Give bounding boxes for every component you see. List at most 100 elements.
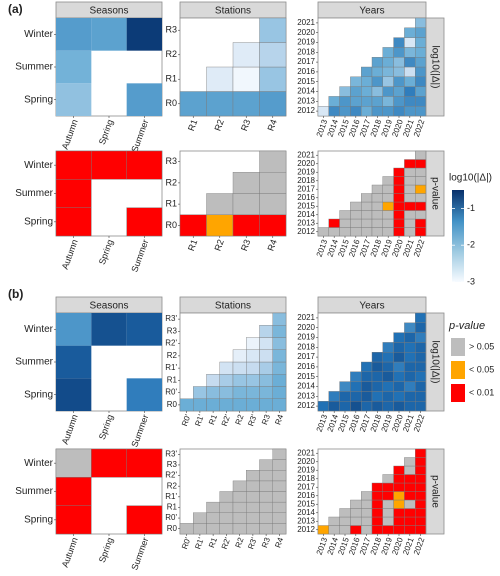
a-years-log-cell [415, 66, 427, 78]
b-years-p-cell [393, 482, 405, 492]
b-stations-p-ytick-label: R0' [165, 513, 177, 522]
a-years-log-cell [382, 86, 394, 97]
b-years-p-cell [404, 499, 416, 509]
a-seasons-log-xtick-label: Spring [97, 118, 115, 146]
b-years-p-cell [371, 482, 384, 492]
a-years-log-cell [415, 86, 427, 97]
b-stations-p-ytick-label: R2' [165, 471, 177, 480]
b-years-p-cell [339, 508, 351, 518]
a-years-log-cell [371, 76, 384, 87]
b-stations-log-cell [193, 386, 207, 399]
a-years-log-cell [393, 76, 405, 87]
a-years-p-cell [361, 210, 373, 220]
a-years-log-ytick-label: 2012 [297, 106, 315, 115]
a-years-log-ytick-label: 2018 [297, 47, 315, 56]
a-seasons-p-cell [126, 150, 163, 180]
a-years-p-cell [404, 210, 416, 220]
b-years-log-ytick-label: 2013 [297, 391, 315, 400]
b-stations-p-cell [272, 501, 287, 513]
b-years-p-cell [361, 499, 373, 509]
a-years-p-ytick-label: 2019 [297, 167, 315, 176]
legend-a-tick-label: -3 [467, 276, 475, 286]
b-years-p-cell [404, 508, 416, 518]
b-years-log-cell [350, 371, 362, 382]
b-years-p-cell [415, 482, 427, 492]
b-years-log-cell [404, 401, 416, 412]
b-seasons-log-cell [126, 378, 162, 411]
side-strip-a-p [425, 150, 445, 237]
a-years-p-cell [415, 227, 427, 237]
b-stations-log-ytick-label: R1' [165, 363, 177, 372]
b-stations-log-cell [206, 374, 220, 387]
b-years-p-cell [393, 516, 405, 526]
side-strip-a-log-label: log10(|Δ|) [429, 45, 440, 88]
a-years-log-cell [393, 47, 405, 58]
b-stations-p-xtick-label: R1 [207, 536, 219, 549]
b-stations-log-cell [272, 361, 287, 375]
a-years-log-ytick-label: 2013 [297, 96, 315, 105]
a-stations-p-cell [179, 214, 207, 237]
b-years-p-cell [404, 457, 416, 467]
a-years-log-ytick-label: 2014 [297, 87, 315, 96]
a-years-log-cell [415, 27, 427, 38]
b-years-log-cell [382, 371, 394, 382]
b-years-p-cell [382, 474, 394, 484]
a-stations-log-cell [179, 91, 207, 117]
b-stations-p-cell [272, 523, 287, 535]
b-years-log-cell [350, 381, 362, 392]
b-years-log-cell [415, 312, 427, 324]
b-stations-p-cell [219, 501, 234, 513]
a-years-p-cell [350, 218, 362, 228]
strip-seasons-b-label: Seasons [90, 301, 129, 312]
a-stations-log-xtick-label: R3 [239, 118, 252, 132]
a-years-log-cell [415, 105, 427, 117]
b-years-p-cell [350, 499, 362, 509]
b-stations-p-xtick-label: R2 [234, 536, 246, 549]
a-stations-p-ytick-label: R3 [165, 156, 177, 166]
b-stations-p-cell [232, 512, 247, 524]
b-stations-p-cell [246, 512, 260, 524]
b-years-log-cell [404, 381, 416, 392]
a-years-log-cell [339, 86, 351, 97]
a-stations-log-cell [206, 66, 234, 92]
a-years-p-cell [415, 167, 427, 177]
b-years-log-cell [393, 361, 405, 373]
a-years-log-cell [404, 96, 416, 107]
a-years-log-cell [393, 96, 405, 107]
a-stations-p-cell [206, 193, 234, 215]
a-stations-log-cell [259, 42, 287, 68]
a-years-p-cell [382, 184, 394, 194]
b-years-p-ytick-label: 2015 [297, 499, 315, 508]
b-years-log-ytick-label: 2017 [297, 352, 315, 361]
a-years-p-cell [404, 159, 416, 169]
b-years-log-cell [404, 322, 416, 333]
b-stations-p-cell [206, 501, 220, 513]
a-years-log-cell [382, 57, 394, 68]
a-years-p-cell [393, 184, 405, 194]
b-years-p-cell [415, 457, 427, 467]
a-years-p-cell [393, 201, 405, 211]
b-seasons-log-cell [91, 313, 127, 346]
b-seasons-p-ytick-label: Summer [15, 486, 53, 497]
b-stations-log-cell [246, 374, 260, 387]
a-stations-log-cell [232, 66, 260, 92]
b-years-p-cell [361, 491, 373, 501]
b-years-log-cell [404, 332, 416, 343]
b-stations-p-cell [179, 523, 194, 535]
b-stations-p-cell [259, 459, 273, 471]
b-stations-p-cell [272, 470, 287, 482]
a-years-p-cell [339, 227, 351, 237]
a-years-p-ytick-label: 2017 [297, 184, 315, 193]
b-years-log-cell [361, 391, 373, 402]
b-years-log-ytick-label: 2019 [297, 333, 315, 342]
b-stations-p-ytick-label: R0 [167, 524, 178, 533]
b-stations-p-xtick-label: R3' [246, 536, 259, 551]
a-years-p-cell [404, 167, 416, 177]
b-years-log-cell [404, 371, 416, 382]
b-stations-p-xtick-label: R3 [260, 536, 272, 549]
a-stations-log-cell [232, 91, 260, 117]
legend-b-swatch [451, 361, 465, 379]
a-stations-log-ytick-label: R0 [165, 98, 177, 108]
a-years-p-cell [339, 218, 351, 228]
b-stations-p-cell [246, 501, 260, 513]
